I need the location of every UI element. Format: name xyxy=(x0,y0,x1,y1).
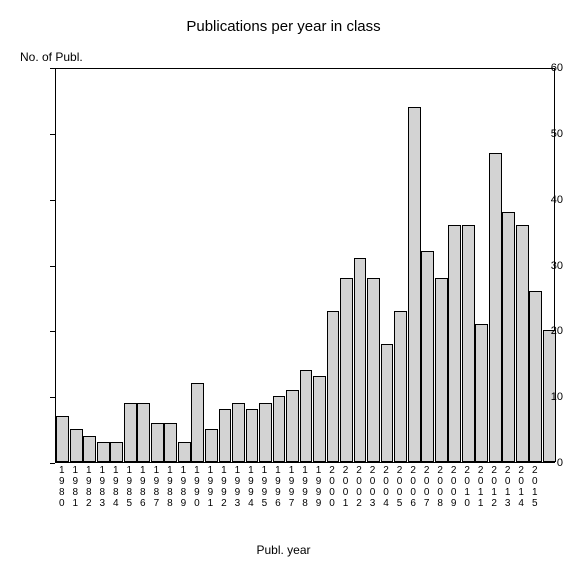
bar xyxy=(313,376,326,462)
bar xyxy=(381,344,394,463)
x-tick-label: 2009 xyxy=(447,465,461,509)
y-tick-label: 20 xyxy=(516,325,563,337)
bar xyxy=(232,403,245,462)
bar xyxy=(178,442,191,462)
bar xyxy=(340,278,353,462)
bar xyxy=(435,278,448,462)
y-tick-label: 30 xyxy=(516,260,563,272)
x-tick-label: 2005 xyxy=(393,465,407,509)
chart-container: Publications per year in class No. of Pu… xyxy=(0,0,567,567)
x-tick-label: 1999 xyxy=(312,465,326,509)
y-tick-label: 40 xyxy=(516,194,563,206)
y-axis-title: No. of Publ. xyxy=(20,50,83,64)
x-tick-label: 2001 xyxy=(339,465,353,509)
x-tick-label: 2012 xyxy=(487,465,501,509)
x-tick-label: 1991 xyxy=(204,465,218,509)
x-tick-label: 1984 xyxy=(109,465,123,509)
x-tick-label: 2006 xyxy=(406,465,420,509)
x-tick-label: 2004 xyxy=(379,465,393,509)
x-tick-label: 1981 xyxy=(69,465,83,509)
bar xyxy=(448,225,461,462)
y-tick-mark xyxy=(50,200,55,201)
bar xyxy=(259,403,272,462)
x-tick-label: 2000 xyxy=(325,465,339,509)
chart-title: Publications per year in class xyxy=(0,18,567,35)
x-ticks-group: 1980198119821983198419851986198719881989… xyxy=(55,463,555,523)
x-tick-label: 1995 xyxy=(258,465,272,509)
x-tick-label: 2015 xyxy=(528,465,542,509)
bar xyxy=(246,409,259,462)
bar xyxy=(286,390,299,462)
y-tick-mark xyxy=(50,134,55,135)
bar xyxy=(502,212,515,462)
bar xyxy=(137,403,150,462)
bar xyxy=(354,258,367,462)
bar xyxy=(124,403,137,462)
x-tick-label: 1996 xyxy=(271,465,285,509)
x-tick-label: 2002 xyxy=(352,465,366,509)
x-axis-title: Publ. year xyxy=(0,543,567,557)
x-tick-label: 1998 xyxy=(298,465,312,509)
bar xyxy=(489,153,502,462)
bar xyxy=(462,225,475,462)
bar xyxy=(205,429,218,462)
x-tick-label: 1986 xyxy=(136,465,150,509)
x-tick-label: 1982 xyxy=(82,465,96,509)
x-tick-label: 2014 xyxy=(514,465,528,509)
x-tick-label: 2011 xyxy=(474,465,488,509)
bar xyxy=(327,311,340,462)
x-tick-label: 1997 xyxy=(285,465,299,509)
x-tick-label: 1993 xyxy=(231,465,245,509)
bar xyxy=(273,396,286,462)
y-tick-label: 50 xyxy=(516,128,563,140)
y-tick-mark xyxy=(50,266,55,267)
bar xyxy=(151,423,164,463)
y-tick-mark xyxy=(50,68,55,69)
x-tick-label: 1989 xyxy=(177,465,191,509)
plot-area xyxy=(55,68,555,463)
x-tick-label: 1987 xyxy=(150,465,164,509)
y-tick-mark xyxy=(50,397,55,398)
bar xyxy=(475,324,488,462)
bar xyxy=(191,383,204,462)
bar xyxy=(83,436,96,462)
y-tick-label: 60 xyxy=(516,62,563,74)
bar xyxy=(394,311,407,462)
x-tick-label: 1994 xyxy=(244,465,258,509)
x-tick-label: 1983 xyxy=(96,465,110,509)
x-tick-label: 2010 xyxy=(460,465,474,509)
x-tick-label: 1985 xyxy=(123,465,137,509)
bar xyxy=(367,278,380,462)
x-tick-label: 1992 xyxy=(217,465,231,509)
x-tick-label: 2008 xyxy=(433,465,447,509)
x-tick-label: 1980 xyxy=(55,465,69,509)
bar xyxy=(164,423,177,463)
y-tick-mark xyxy=(50,331,55,332)
bar xyxy=(300,370,313,462)
bar xyxy=(70,429,83,462)
x-tick-label: 1990 xyxy=(190,465,204,509)
bar xyxy=(408,107,421,463)
bar xyxy=(56,416,69,462)
x-tick-label: 2007 xyxy=(420,465,434,509)
x-tick-label: 2013 xyxy=(501,465,515,509)
x-tick-label: 2003 xyxy=(366,465,380,509)
y-tick-label: 10 xyxy=(516,391,563,403)
bar xyxy=(219,409,232,462)
bar xyxy=(97,442,110,462)
bar xyxy=(529,291,542,462)
bar xyxy=(421,251,434,462)
x-tick-label: 1988 xyxy=(163,465,177,509)
bar xyxy=(110,442,123,462)
